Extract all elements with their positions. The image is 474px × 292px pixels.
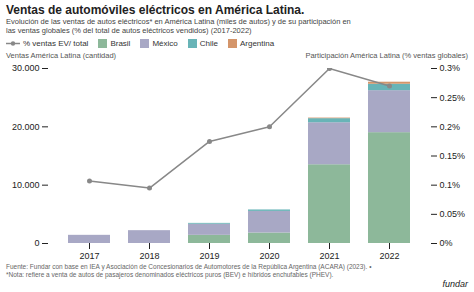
html-text:las ventas globales (% del tot: las ventas globales (% del total de auto… <box>6 26 252 35</box>
svg-text:0.1%: 0.1% <box>440 180 461 190</box>
html-text:Ventas América Latina (cantida: Ventas América Latina (cantidad) <box>6 51 117 60</box>
html-text:Brasil: Brasil <box>110 39 131 48</box>
html-text:fundar: fundar <box>442 279 468 289</box>
svg-text:0.15%: 0.15% <box>440 151 466 161</box>
svg-text:30.000: 30.000 <box>12 63 40 73</box>
svg-text:10.000: 10.000 <box>12 180 40 190</box>
svg-text:0.2%: 0.2% <box>440 122 461 132</box>
html-text:Fuente: Fundar con base en IEA: Fuente: Fundar con base en IEA y Asociac… <box>6 263 372 270</box>
html-text:Chile: Chile <box>199 39 218 48</box>
svg-text:2017: 2017 <box>79 251 99 261</box>
html-text:Participación América Latina (: Participación América Latina (% ventas g… <box>305 51 468 60</box>
html-text:Ventas de automóviles eléctric: Ventas de automóviles eléctricos en Amér… <box>6 3 305 17</box>
html-text:*Nota: refiere a venta de auto: *Nota: refiere a venta de autos de pasaj… <box>6 271 334 278</box>
svg-text:2022: 2022 <box>379 251 399 261</box>
svg-text:20.000: 20.000 <box>12 122 40 132</box>
svg-text:0.25%: 0.25% <box>440 93 466 103</box>
svg-text:2020: 2020 <box>259 251 279 261</box>
html-text:Evolución de las ventas de aut: Evolución de las ventas de autos eléctri… <box>6 17 351 26</box>
svg-text:0%: 0% <box>440 238 453 248</box>
html-text:México: México <box>152 39 178 48</box>
html-text:% ventas EV/ total: % ventas EV/ total <box>23 39 89 48</box>
svg-text:0.05%: 0.05% <box>440 209 466 219</box>
html-text:Argentina: Argentina <box>240 39 275 48</box>
svg-text:0: 0 <box>34 238 39 248</box>
svg-text:0.3%: 0.3% <box>440 63 461 73</box>
svg-text:2018: 2018 <box>139 251 159 261</box>
svg-text:2019: 2019 <box>199 251 219 261</box>
svg-text:2021: 2021 <box>319 251 339 261</box>
